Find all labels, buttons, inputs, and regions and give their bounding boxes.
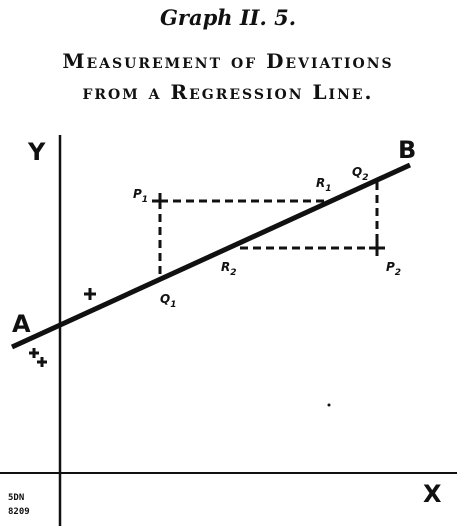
point-subscript: 1 bbox=[142, 195, 148, 205]
x-axis-label: X bbox=[423, 480, 442, 508]
point-letter: Q bbox=[352, 165, 362, 179]
point-label: Q1 bbox=[160, 292, 176, 310]
y-axis-label: Y bbox=[27, 138, 46, 166]
point-subscript: 2 bbox=[230, 268, 236, 278]
point-label: P2 bbox=[386, 260, 401, 278]
point-label: Q2 bbox=[352, 165, 368, 183]
point-letter: R bbox=[221, 260, 230, 274]
speck bbox=[327, 403, 331, 407]
point-letter: P bbox=[133, 187, 142, 201]
point-subscript: 1 bbox=[325, 184, 331, 194]
line-end-label: B bbox=[398, 136, 416, 164]
point-subscript: 2 bbox=[395, 268, 401, 278]
point-subscript: 1 bbox=[170, 300, 176, 310]
point-letter: P bbox=[386, 260, 395, 274]
code: 8209 bbox=[8, 507, 30, 517]
point-label: P1 bbox=[133, 187, 148, 205]
point-label: R1 bbox=[316, 176, 332, 194]
line-end-label: A bbox=[12, 310, 31, 338]
subtitle: Measurement of Deviations bbox=[62, 49, 393, 73]
code: 5DN bbox=[8, 493, 24, 503]
point-subscript: 2 bbox=[362, 173, 368, 183]
point-label: R2 bbox=[221, 260, 237, 278]
subtitle: from a Regression Line. bbox=[82, 80, 373, 104]
point-letter: R bbox=[316, 176, 325, 190]
regression-line bbox=[10, 162, 412, 350]
point-letter: Q bbox=[160, 292, 170, 306]
point-markers bbox=[29, 193, 385, 367]
title: Graph II. 5. bbox=[160, 5, 296, 30]
